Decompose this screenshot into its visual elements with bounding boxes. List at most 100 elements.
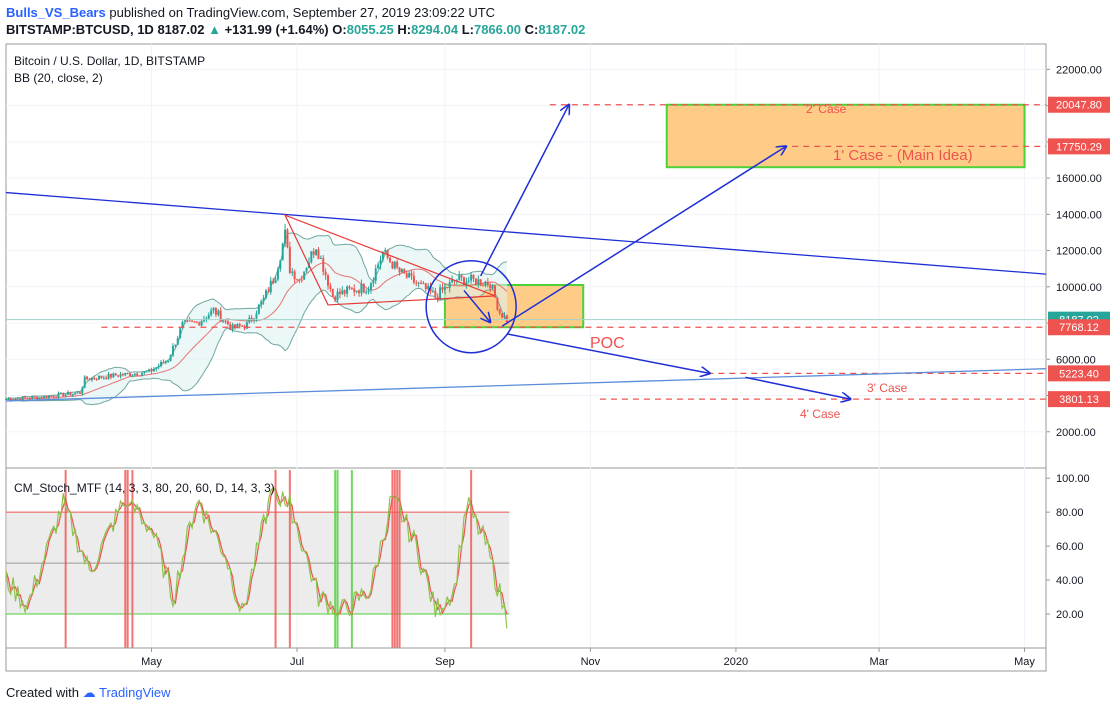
candle-body <box>398 267 401 273</box>
candle-body <box>341 290 344 295</box>
legend-indicator: BB (20, close, 2) <box>14 71 103 85</box>
y-tick-label: 22000.00 <box>1056 64 1102 76</box>
high-value: 8294.04 <box>411 22 459 37</box>
candle-body <box>93 378 96 380</box>
candle-body <box>374 268 377 281</box>
candle-body <box>427 285 430 290</box>
candle-body <box>50 396 53 398</box>
candle-body <box>100 375 103 378</box>
candle-body <box>479 279 482 286</box>
candle-body <box>420 282 423 284</box>
candle-body <box>400 269 403 273</box>
candle-body <box>171 346 174 356</box>
candle-body <box>43 396 46 399</box>
stoch-k-line <box>5 485 508 629</box>
candle-body <box>324 271 327 276</box>
candle-body <box>222 320 225 322</box>
candle-body <box>74 393 77 395</box>
x-tick-label: 2020 <box>724 656 748 668</box>
candle-body <box>472 274 475 279</box>
candle-body <box>434 290 437 297</box>
candle-body <box>312 251 315 255</box>
candle-body <box>193 321 196 323</box>
candle-body <box>62 392 65 397</box>
candle-body <box>7 398 10 400</box>
legend-title: Bitcoin / U.S. Dollar, 1D, BITSTAMP <box>14 54 205 68</box>
candle-body <box>71 393 74 396</box>
candle-body <box>238 324 241 326</box>
candle-body <box>346 286 349 294</box>
candle-body <box>315 249 318 255</box>
candle-body <box>436 296 439 299</box>
candle-body <box>179 328 182 339</box>
candle-body <box>477 279 480 285</box>
candle-body <box>331 288 334 297</box>
price-badge-label: 5223.40 <box>1059 368 1099 380</box>
highlight-circle <box>425 259 517 354</box>
candle-body <box>474 278 477 285</box>
candle-body <box>496 297 499 310</box>
candle-body <box>76 392 79 394</box>
poc-label: POC <box>590 335 625 352</box>
candle-body <box>310 251 313 263</box>
candle-body <box>491 285 494 289</box>
symbol-label: BITSTAMP:BTCUSD, 1D <box>6 22 154 37</box>
candle-body <box>465 281 468 286</box>
candle-body <box>138 375 141 377</box>
candle-body <box>121 374 124 376</box>
candle-body <box>9 398 12 401</box>
created-with-label: Created with <box>6 685 79 700</box>
candle-body <box>205 318 208 320</box>
candle-body <box>131 375 134 377</box>
candle-body <box>102 377 105 379</box>
candle-body <box>105 377 108 379</box>
change-label: +131.99 (+1.64%) <box>224 22 329 37</box>
candle-body <box>140 373 143 376</box>
candle-body <box>298 279 301 281</box>
legend-oscillator: CM_Stoch_MTF (14, 3, 3, 80, 20, 60, D, 1… <box>14 481 275 495</box>
x-tick-label: Sep <box>435 656 455 668</box>
candle-body <box>183 320 186 322</box>
author-link[interactable]: Bulls_VS_Bears <box>6 5 106 20</box>
candle-body <box>5 399 7 401</box>
candle-body <box>365 291 368 293</box>
candle-body <box>217 310 220 315</box>
candle-body <box>229 324 232 330</box>
candle-body <box>319 258 322 260</box>
target-zone <box>665 103 1026 169</box>
price-badge <box>1048 138 1110 155</box>
candle-body <box>136 373 139 376</box>
support-trendline <box>5 368 1047 402</box>
candle-body <box>33 396 36 398</box>
candle-body <box>133 373 136 376</box>
candle-body <box>281 243 284 261</box>
candle-body <box>200 320 203 326</box>
candle-body <box>83 376 86 388</box>
levels <box>6 104 1046 400</box>
tradingview-link[interactable]: TradingView <box>99 685 171 700</box>
candle-body <box>422 283 425 285</box>
close-label: C: <box>524 22 539 37</box>
candle-body <box>451 280 454 283</box>
candle-body <box>329 285 332 289</box>
candle-body <box>31 396 34 399</box>
candle-body <box>355 290 358 293</box>
candle-body <box>210 310 213 315</box>
arrow-to-case4 <box>745 376 850 399</box>
case2-label: 2' Case <box>806 102 847 116</box>
candle-body <box>78 392 81 394</box>
x-tick-label: May <box>141 656 162 668</box>
high-label: H: <box>397 22 412 37</box>
close-value: 8187.02 <box>538 22 586 37</box>
osc-y-tick-label: 40.00 <box>1056 575 1084 587</box>
y-tick-label: 16000.00 <box>1056 173 1102 185</box>
candle-body <box>381 251 384 260</box>
candle-body <box>38 397 41 400</box>
candle-body <box>231 324 234 330</box>
candle-body <box>415 282 418 284</box>
candle-body <box>443 286 446 290</box>
candle-body <box>162 361 165 363</box>
candle-body <box>145 371 148 373</box>
candle-body <box>441 287 444 290</box>
